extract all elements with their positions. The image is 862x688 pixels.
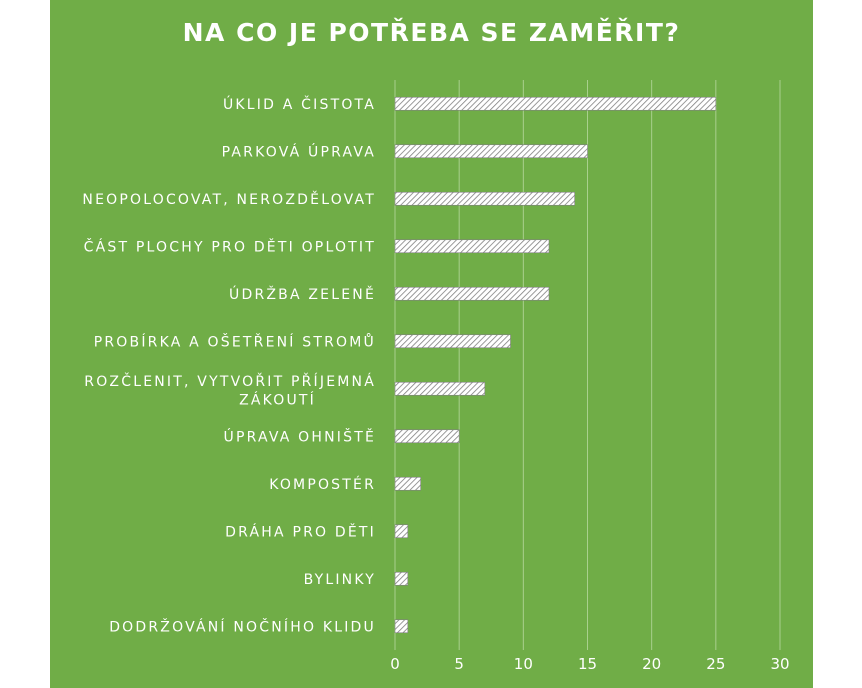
bar — [394, 619, 409, 634]
category-label: DRÁHA PRO DĚTI — [225, 523, 376, 540]
category-label: ÚPRAVA OHNIŠTĚ — [224, 427, 376, 445]
category-label: BYLINKY — [304, 572, 376, 588]
bar — [394, 429, 460, 444]
x-tick-label: 30 — [770, 655, 789, 673]
category-label: ÚKLID A ČISTOTA — [223, 95, 376, 113]
bar — [394, 191, 575, 206]
x-tick-label: 25 — [706, 655, 725, 673]
category-label: PARKOVÁ ÚPRAVA — [222, 142, 376, 160]
bar — [394, 334, 511, 349]
category-label: ÚDRŽBA ZELENĚ — [229, 285, 376, 303]
category-label: NEOPOLOCOVAT, NEROZDĚLOVAT — [82, 191, 376, 208]
x-tick-label: 5 — [454, 655, 464, 673]
bar — [394, 96, 717, 111]
x-tick-label: 10 — [514, 655, 533, 673]
bar — [394, 239, 550, 254]
x-tick-label: 0 — [390, 655, 400, 673]
x-tick-label: 15 — [578, 655, 597, 673]
bar — [394, 286, 550, 301]
bar — [394, 144, 588, 159]
category-label-line: ROZČLENIT, VYTVOŘIT PŘÍJEMNÁ — [84, 372, 376, 390]
category-label: ČÁST PLOCHY PRO DĚTI OPLOTIT — [84, 237, 376, 255]
bar — [394, 571, 409, 586]
category-label: PROBÍRKA A OŠETŘENÍ STROMŮ — [94, 332, 376, 350]
bar — [394, 476, 421, 491]
chart-title: NA CO JE POTŘEBA SE ZAMĚŘIT? — [182, 18, 681, 47]
category-label: ROZČLENIT, VYTVOŘIT PŘÍJEMNÁ ZÁKOUTÍ — [84, 372, 376, 408]
x-tick-label: 20 — [642, 655, 661, 673]
category-label: KOMPOSTÉR — [269, 476, 376, 493]
bar — [394, 381, 486, 396]
category-label: DODRŽOVÁNÍ NOČNÍHO KLIDU — [109, 617, 376, 635]
category-label-line: ZÁKOUTÍ — [239, 391, 316, 408]
bar — [394, 524, 409, 539]
